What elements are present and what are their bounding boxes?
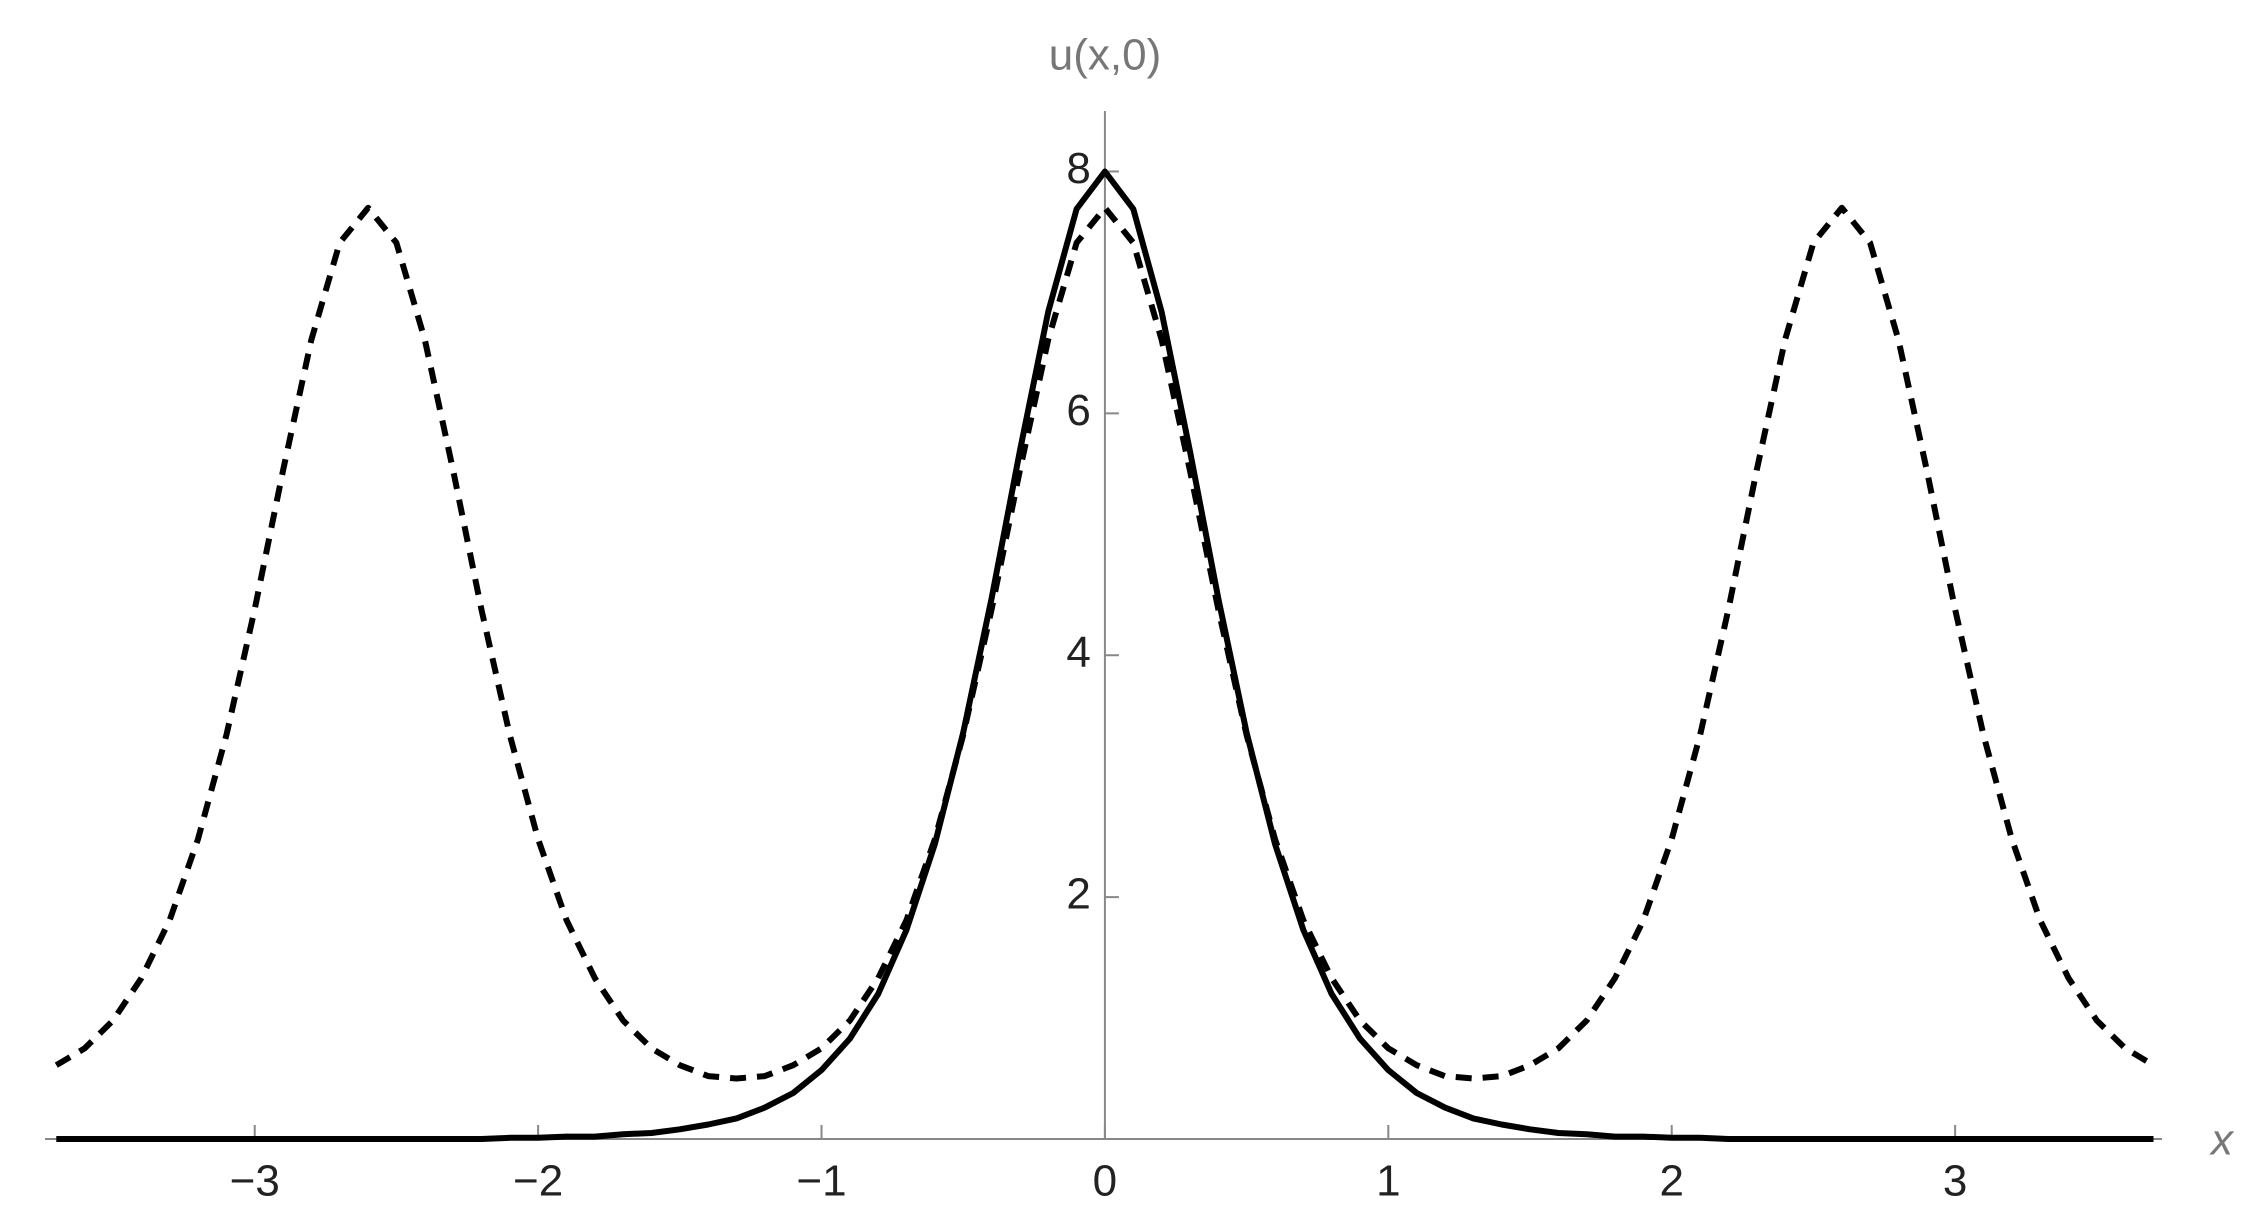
y-tick-label: 2	[1066, 870, 1090, 919]
x-tick-label: 2	[1659, 1157, 1683, 1206]
y-tick-label: 4	[1066, 628, 1090, 677]
x-tick-label: 0	[1093, 1157, 1117, 1206]
curve	[56, 168, 2154, 1142]
x-tick-label: −1	[796, 1157, 846, 1206]
y-axis-label: u(x,0)	[1049, 31, 1161, 80]
x-tick-label: 3	[1943, 1157, 1967, 1206]
y-tick-label: 8	[1066, 144, 1090, 193]
y-tick-label: 6	[1066, 386, 1090, 435]
x-axis-label: x	[2209, 1116, 2235, 1165]
x-tick-label: −3	[230, 1157, 280, 1206]
x-tick-label: −2	[513, 1157, 563, 1206]
curve	[54, 204, 2156, 1082]
x-tick-label: 1	[1376, 1157, 1400, 1206]
